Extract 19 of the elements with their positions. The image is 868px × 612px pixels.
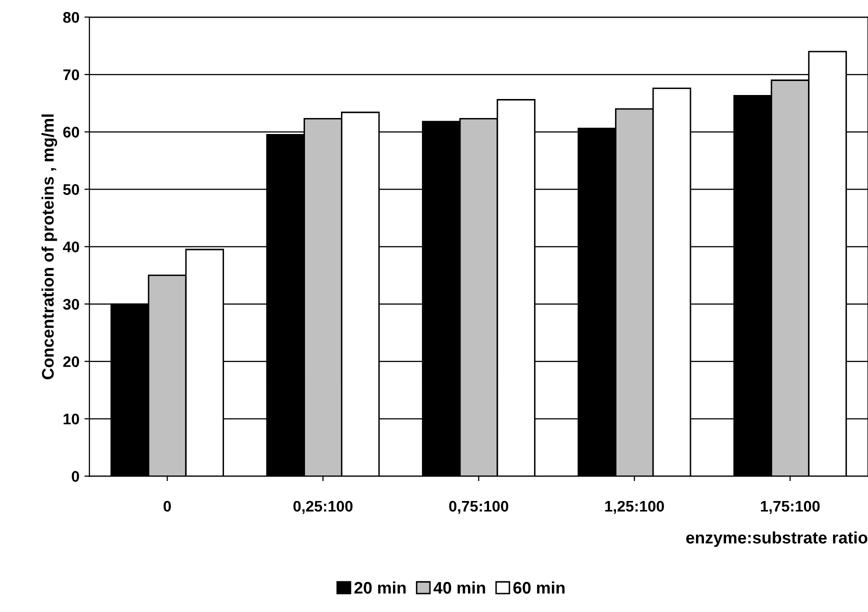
x-tick-label: 1,75:100	[760, 500, 820, 514]
y-tick-label: 70	[63, 69, 80, 80]
legend-label: 60 min	[513, 581, 565, 594]
x-tick-label: 0	[164, 500, 171, 512]
y-tick-label: 0	[72, 471, 80, 482]
legend-label: 20 min	[354, 581, 406, 594]
y-tick-label: 60	[63, 126, 80, 138]
y-tick-label: 40	[62, 242, 80, 252]
y-tick-label: 50	[63, 184, 80, 195]
y-axis-title: Concentration of proteins , mg/ml	[42, 114, 58, 380]
y-tick-label: 10	[64, 414, 80, 424]
x-axis-title: enzyme:substrate ratio	[686, 531, 868, 547]
legend-label: 40 min	[434, 581, 486, 594]
x-tick-label: 0,75:100	[449, 500, 508, 514]
y-tick-label: 80	[63, 12, 80, 23]
x-tick-label: 0,25:100	[293, 500, 353, 514]
y-tick-label: 20	[63, 356, 80, 368]
y-tick-label: 30	[63, 298, 80, 310]
x-tick-label: 1,25:100	[605, 500, 664, 514]
